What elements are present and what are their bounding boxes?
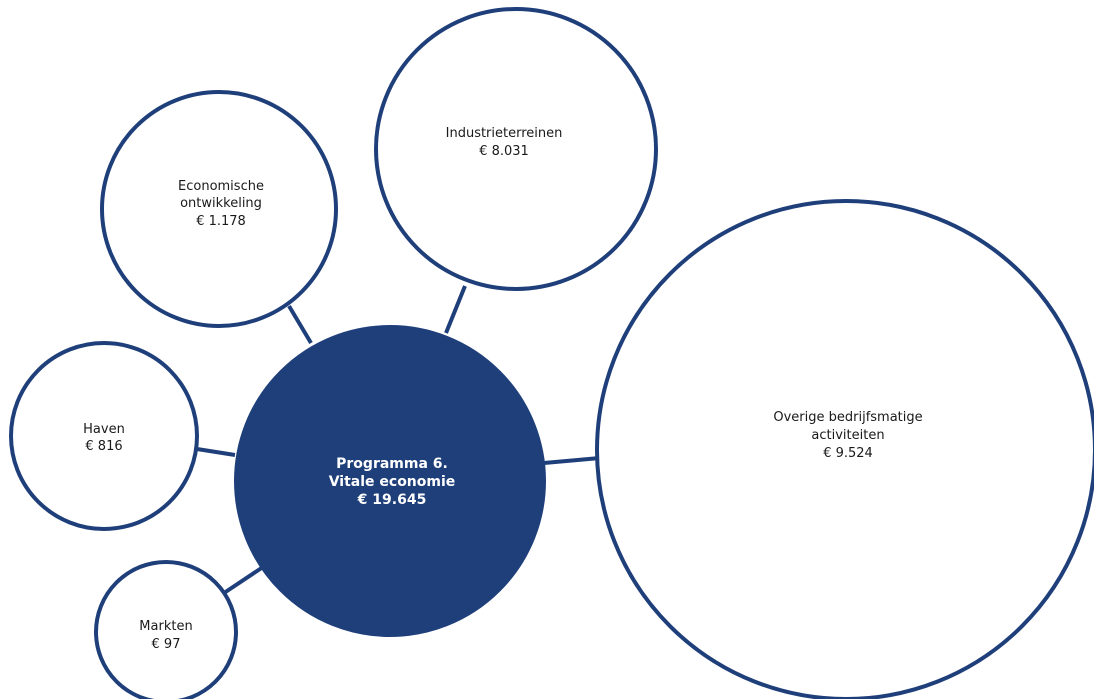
- connector-economische-ontwikkeling: [287, 304, 313, 345]
- value-overige: € 9.524: [823, 446, 873, 461]
- label-economische-ontwikkeling-line1: Economische: [178, 179, 264, 194]
- connector-overige-bedrijfsmatige-activiteiten: [543, 456, 601, 465]
- bubble-economische-ontwikkeling: [100, 90, 338, 328]
- value-industrieterreinen: € 8.031: [479, 144, 529, 159]
- value-markten: € 97: [152, 637, 181, 652]
- center-title-line2: Vitale economie: [329, 474, 456, 490]
- connector-haven: [196, 447, 236, 457]
- label-markten: Markten: [139, 619, 192, 634]
- bubble-center-programma: [234, 325, 546, 637]
- label-overige-line2: activiteiten: [811, 428, 884, 443]
- label-economische-ontwikkeling-line2: ontwikkeling: [180, 196, 262, 211]
- label-overige-line1: Overige bedrijfsmatige: [773, 410, 922, 425]
- bubble-overige-bedrijfsmatige-activiteiten: [595, 199, 1094, 699]
- connector-markten: [222, 565, 265, 595]
- bubble-haven: [9, 341, 199, 531]
- center-title-line1: Programma 6.: [336, 456, 448, 472]
- label-industrieterreinen: Industrieterreinen: [446, 126, 563, 141]
- bubble-industrieterreinen: [374, 7, 658, 291]
- value-economische-ontwikkeling: € 1.178: [196, 214, 246, 229]
- label-haven: Haven: [83, 422, 125, 437]
- bubble-markten: [94, 560, 238, 699]
- value-haven: € 816: [85, 439, 122, 454]
- connector-industrieterreinen: [444, 285, 467, 334]
- center-value: € 19.645: [357, 492, 427, 508]
